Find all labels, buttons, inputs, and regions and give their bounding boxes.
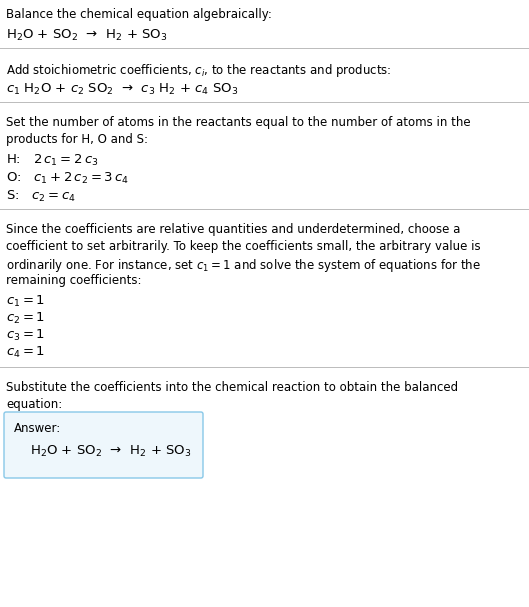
Text: Set the number of atoms in the reactants equal to the number of atoms in the: Set the number of atoms in the reactants… bbox=[6, 116, 471, 129]
Text: Since the coefficients are relative quantities and underdetermined, choose a: Since the coefficients are relative quan… bbox=[6, 223, 460, 236]
Text: products for H, O and S:: products for H, O and S: bbox=[6, 133, 148, 146]
Text: Add stoichiometric coefficients, $c_i$, to the reactants and products:: Add stoichiometric coefficients, $c_i$, … bbox=[6, 62, 391, 79]
Text: Answer:: Answer: bbox=[14, 422, 61, 435]
Text: $c_1$ H$_2$O + $c_2$ SO$_2$  →  $c_3$ H$_2$ + $c_4$ SO$_3$: $c_1$ H$_2$O + $c_2$ SO$_2$ → $c_3$ H$_2… bbox=[6, 82, 239, 97]
Text: S:   $c_2 = c_4$: S: $c_2 = c_4$ bbox=[6, 189, 76, 204]
Text: equation:: equation: bbox=[6, 398, 62, 411]
Text: $c_1 = 1$: $c_1 = 1$ bbox=[6, 294, 45, 309]
FancyBboxPatch shape bbox=[4, 412, 203, 478]
Text: Substitute the coefficients into the chemical reaction to obtain the balanced: Substitute the coefficients into the che… bbox=[6, 381, 458, 394]
Text: coefficient to set arbitrarily. To keep the coefficients small, the arbitrary va: coefficient to set arbitrarily. To keep … bbox=[6, 240, 481, 253]
Text: remaining coefficients:: remaining coefficients: bbox=[6, 274, 141, 287]
Text: $c_2 = 1$: $c_2 = 1$ bbox=[6, 311, 45, 326]
Text: O:   $c_1 + 2\,c_2 = 3\,c_4$: O: $c_1 + 2\,c_2 = 3\,c_4$ bbox=[6, 171, 129, 186]
Text: ordinarily one. For instance, set $c_1 = 1$ and solve the system of equations fo: ordinarily one. For instance, set $c_1 =… bbox=[6, 257, 481, 274]
Text: H$_2$O + SO$_2$  →  H$_2$ + SO$_3$: H$_2$O + SO$_2$ → H$_2$ + SO$_3$ bbox=[30, 444, 191, 459]
Text: $c_3 = 1$: $c_3 = 1$ bbox=[6, 328, 45, 343]
Text: H$_2$O + SO$_2$  →  H$_2$ + SO$_3$: H$_2$O + SO$_2$ → H$_2$ + SO$_3$ bbox=[6, 28, 167, 43]
Text: Balance the chemical equation algebraically:: Balance the chemical equation algebraica… bbox=[6, 8, 272, 21]
Text: $c_4 = 1$: $c_4 = 1$ bbox=[6, 345, 45, 360]
Text: H:   $2\,c_1 = 2\,c_3$: H: $2\,c_1 = 2\,c_3$ bbox=[6, 153, 98, 168]
